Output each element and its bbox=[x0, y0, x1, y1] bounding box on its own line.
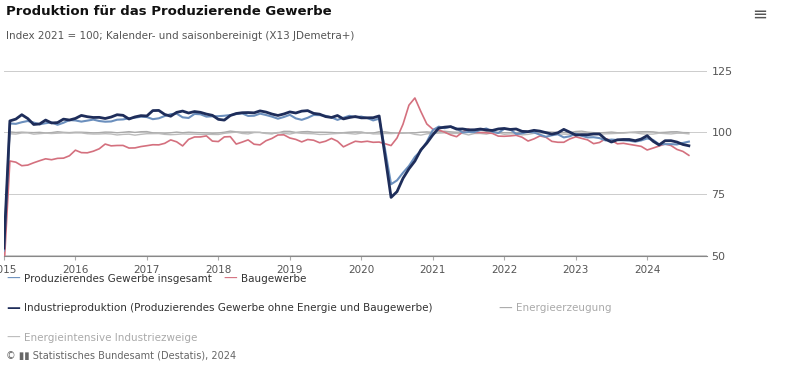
Text: —: — bbox=[224, 272, 238, 286]
Text: Energieerzeugung: Energieerzeugung bbox=[516, 303, 612, 314]
Text: Produktion für das Produzierende Gewerbe: Produktion für das Produzierende Gewerbe bbox=[6, 5, 332, 19]
Text: © ▮▮ Statistisches Bundesamt (Destatis), 2024: © ▮▮ Statistisches Bundesamt (Destatis),… bbox=[6, 351, 236, 361]
Text: Industrieproduktion (Produzierendes Gewerbe ohne Energie und Baugewerbe): Industrieproduktion (Produzierendes Gewe… bbox=[24, 303, 432, 314]
Text: Index 2021 = 100; Kalender- und saisonbereinigt (X13 JDemetra+): Index 2021 = 100; Kalender- und saisonbe… bbox=[6, 31, 355, 41]
Text: —: — bbox=[6, 272, 20, 286]
Text: Produzierendes Gewerbe insgesamt: Produzierendes Gewerbe insgesamt bbox=[24, 274, 211, 284]
Text: —: — bbox=[6, 301, 20, 315]
Text: ≡: ≡ bbox=[753, 5, 768, 23]
Text: Energieintensive Industriezweige: Energieintensive Industriezweige bbox=[24, 333, 197, 343]
Text: —: — bbox=[498, 301, 513, 315]
Text: Baugewerbe: Baugewerbe bbox=[241, 274, 306, 284]
Text: —: — bbox=[6, 331, 20, 345]
